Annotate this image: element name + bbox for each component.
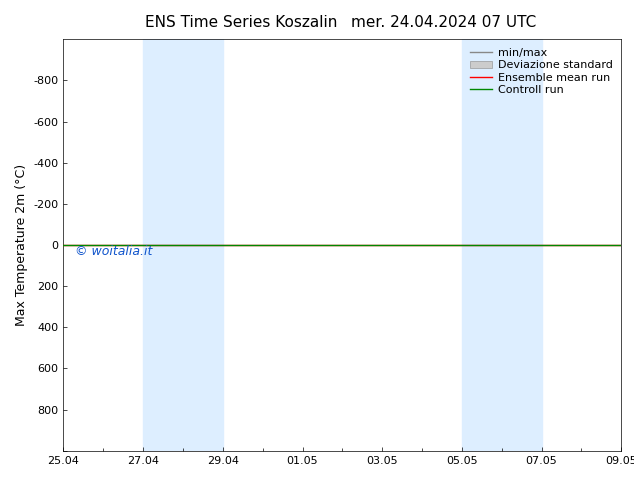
Bar (143, 39, 223, 451)
Text: ENS Time Series Koszalin: ENS Time Series Koszalin (145, 15, 337, 30)
Legend: min/max, Deviazione standard, Ensemble mean run, Controll run: min/max, Deviazione standard, Ensemble m… (467, 45, 616, 98)
Text: © woitalia.it: © woitalia.it (75, 245, 152, 258)
Text: mer. 24.04.2024 07 UTC: mer. 24.04.2024 07 UTC (351, 15, 536, 30)
Y-axis label: Max Temperature 2m (°C): Max Temperature 2m (°C) (15, 164, 28, 326)
Bar (462, 39, 541, 451)
